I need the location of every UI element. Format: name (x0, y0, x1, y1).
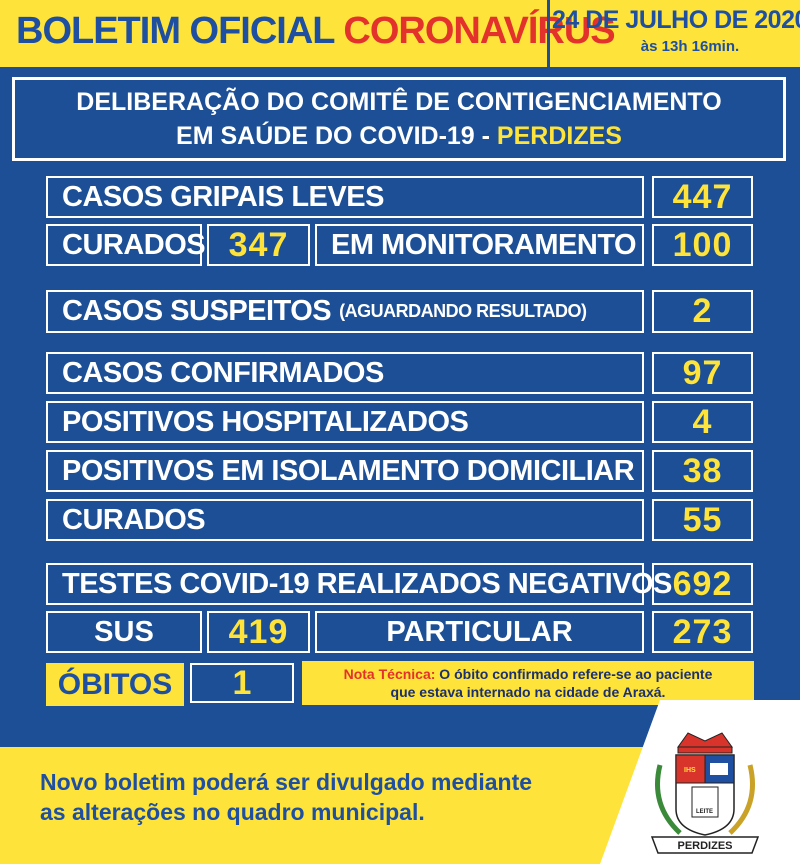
footer-message: Novo boletim poderá ser divulgado median… (40, 769, 533, 825)
confirmados-label: CASOS CONFIRMADOS (46, 352, 644, 394)
casos-gripais-label: CASOS GRIPAIS LEVES (46, 176, 644, 218)
nota-label: Nota Técnica: (343, 666, 436, 682)
deliberation-line1: DELIBERAÇÃO DO COMITÊ DE CONTIGENCIAMENT… (76, 88, 722, 116)
title-highlight: CORONAVÍRUS (343, 10, 615, 52)
testes-label: TESTES COVID-19 REALIZADOS NEGATIVOS (46, 563, 672, 605)
confirmados-value: 97 (652, 352, 753, 394)
obitos-label: ÓBITOS (46, 663, 184, 706)
casos-gripais-value: 447 (652, 176, 753, 218)
deliberation-box (12, 77, 786, 161)
bulletin-date: 24 DE JULHO DE 2020 (552, 6, 800, 34)
hospitalizados-value: 4 (652, 401, 753, 443)
crest-banner: PERDIZES (677, 840, 732, 852)
curados-confirmados-value: 55 (652, 499, 753, 541)
sus-value: 419 (207, 611, 310, 653)
crest-ihs: IHS (684, 767, 696, 774)
isolamento-label: POSITIVOS EM ISOLAMENTO DOMICILIAR (46, 450, 644, 492)
curados-label: CURADOS (46, 224, 206, 266)
sus-label: SUS (46, 611, 202, 653)
suspeitos-label: CASOS SUSPEITOS (AGUARDANDO RESULTADO) (46, 290, 644, 333)
crest-leite: LEITE (696, 809, 713, 815)
testes-value: 692 (652, 563, 753, 605)
curados-value: 347 (207, 224, 310, 266)
city-name: PERDIZES (496, 122, 622, 150)
deliberation-line2: EM SAÚDE DO COVID-19 - PERDIZES (176, 122, 622, 150)
perdizes-crest-icon: IHS LEITE PERDIZES (650, 732, 760, 854)
suspeitos-value: 2 (652, 290, 753, 333)
header-bar (0, 0, 800, 67)
particular-label: PARTICULAR (315, 611, 644, 653)
particular-value: 273 (652, 611, 753, 653)
monitoramento-label: EM MONITORAMENTO (315, 224, 644, 266)
suspeitos-note: (AGUARDANDO RESULTADO) (339, 301, 587, 321)
curados-confirmados-label: CURADOS (46, 499, 644, 541)
obitos-value: 1 (190, 663, 294, 703)
nota-tecnica: Nota Técnica: O óbito confirmado refere-… (302, 661, 754, 705)
hospitalizados-label: POSITIVOS HOSPITALIZADOS (46, 401, 644, 443)
isolamento-value: 38 (652, 450, 753, 492)
bulletin-time: às 13h 16min. (640, 38, 740, 55)
bulletin-title: BOLETIM OFICIAL CORONAVÍRUS (16, 10, 616, 52)
monitoramento-value: 100 (652, 224, 753, 266)
header-divider (547, 0, 550, 67)
